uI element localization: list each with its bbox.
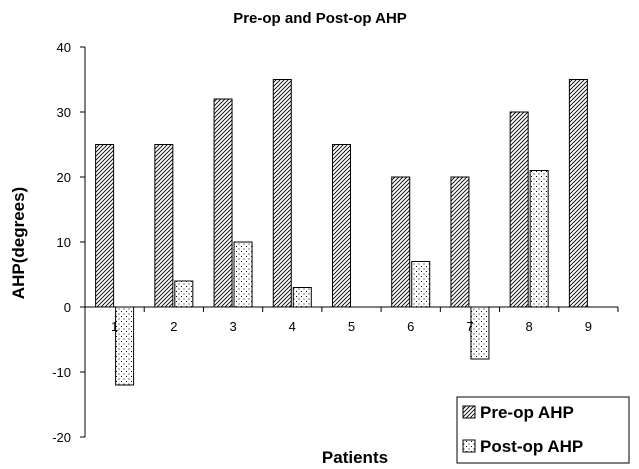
- bar-post-op-1: [115, 306, 135, 386]
- legend-label-post-op: Post-op AHP: [480, 437, 583, 456]
- bar-post-op-7: [470, 306, 490, 360]
- y-tick-label: 10: [57, 235, 71, 250]
- bar-pre-op-7: [450, 176, 470, 308]
- x-tick-label: 7: [466, 319, 473, 334]
- y-tick-label: -10: [52, 365, 71, 380]
- legend-box: [456, 396, 630, 464]
- y-axis-label: AHP(degrees): [9, 187, 28, 299]
- y-tick-label: -20: [52, 430, 71, 445]
- chart-title: Pre-op and Post-op AHP: [233, 10, 407, 27]
- bar-pre-op-9: [568, 79, 588, 308]
- y-tick-label: 40: [57, 40, 71, 55]
- bar-pre-op-8: [509, 111, 529, 308]
- bar-pre-op-2: [154, 144, 174, 308]
- bar-post-op-6: [411, 261, 431, 308]
- y-tick-label: 20: [57, 170, 71, 185]
- x-tick-label: 4: [289, 319, 296, 334]
- y-ticks-group: -20 -10 0 10 20 30 40: [52, 40, 85, 445]
- legend: Pre-op AHP Post-op AHP: [456, 396, 630, 464]
- bar-post-op-8: [529, 170, 549, 308]
- x-tick-label: 6: [407, 319, 414, 334]
- x-tick-label: 1: [111, 319, 118, 334]
- bar-post-op-4: [292, 287, 312, 308]
- bars-group: [95, 79, 588, 386]
- bar-pre-op-3: [213, 98, 233, 308]
- x-ticks-group: 1 2 3 4 5 6 7 8 9: [84, 307, 619, 334]
- legend-label-pre-op: Pre-op AHP: [480, 403, 574, 422]
- bar-pre-op-5: [332, 144, 351, 308]
- x-tick-label: 3: [229, 319, 236, 334]
- bar-pre-op-1: [95, 144, 115, 308]
- y-tick-label: 0: [64, 300, 71, 315]
- legend-swatch-post-op: [462, 439, 476, 453]
- bar-post-op-2: [174, 280, 194, 308]
- y-tick-label: 30: [57, 105, 71, 120]
- x-axis-label: Patients: [322, 448, 388, 467]
- bar-pre-op-4: [272, 79, 292, 308]
- x-tick-label: 9: [585, 319, 592, 334]
- bar-pre-op-6: [391, 176, 411, 308]
- x-tick-label: 8: [526, 319, 533, 334]
- x-tick-label: 5: [348, 319, 355, 334]
- bar-post-op-3: [233, 241, 253, 308]
- legend-swatch-pre-op: [462, 405, 476, 419]
- x-tick-label: 2: [170, 319, 177, 334]
